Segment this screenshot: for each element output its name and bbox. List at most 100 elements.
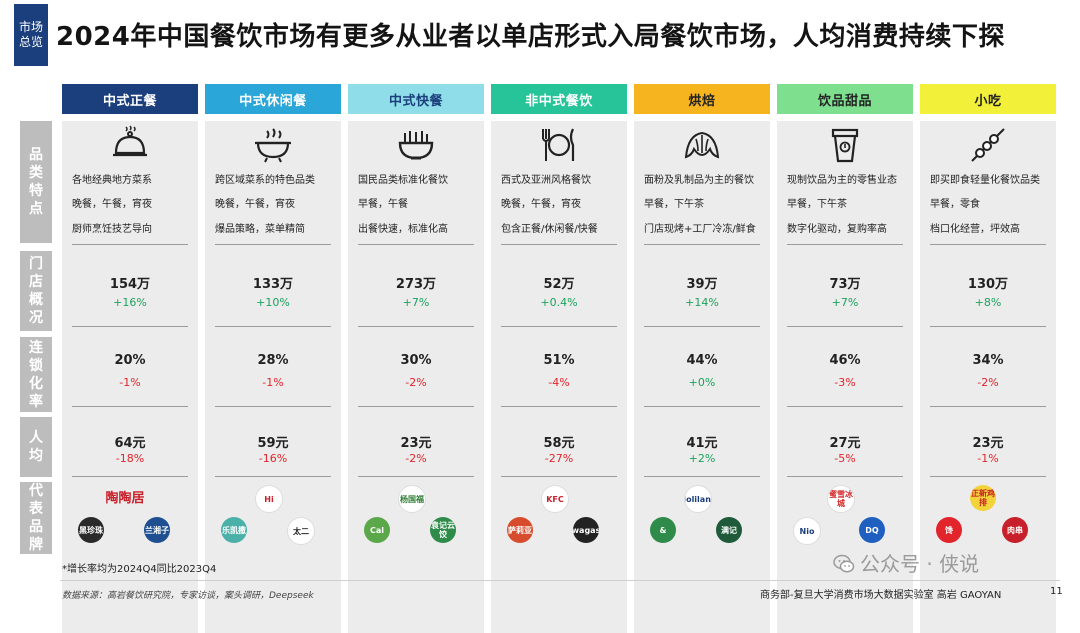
divider <box>644 476 760 477</box>
row-label-text: 品类特点 <box>29 147 43 217</box>
chain-rate: 28% <box>257 353 289 368</box>
hotpot-icon <box>253 125 293 165</box>
divider <box>787 406 903 407</box>
per-capita-change: -1% <box>977 452 999 465</box>
store-count-change: +14% <box>685 296 719 309</box>
row-label-stores: 门店概况 <box>20 251 52 331</box>
row-label-features: 品类特点 <box>20 121 52 243</box>
divider <box>72 326 188 327</box>
per-capita-spend: 27元 <box>829 436 861 451</box>
divider <box>215 476 331 477</box>
divider <box>72 244 188 245</box>
divider <box>930 476 1046 477</box>
feature-line: 档口化经营，坪效高 <box>930 224 1020 235</box>
store-count: 52万 <box>543 277 575 292</box>
feature-line: 早餐，下午茶 <box>644 199 704 210</box>
divider <box>930 406 1046 407</box>
brand-logo: KFC <box>541 485 569 513</box>
store-count: 73万 <box>829 277 861 292</box>
data-source: 数据来源：高岩餐饮研究院，专家访谈，案头调研，Deepseek <box>62 591 314 601</box>
row-label-text: 代表品牌 <box>29 483 43 553</box>
footnote: *增长率均为2024Q4同比2023Q4 <box>62 564 217 575</box>
brand-logo: 肉串 <box>1002 517 1028 543</box>
brand-logo: 正新鸡排 <box>970 485 996 511</box>
per-capita-spend: 58元 <box>543 436 575 451</box>
row-label-text: 人均 <box>29 430 43 464</box>
brand-logo: 太二 <box>287 517 315 545</box>
chain-rate: 46% <box>829 353 861 368</box>
feature-line: 晚餐，午餐，宵夜 <box>72 199 152 210</box>
store-count-change: +16% <box>113 296 147 309</box>
skewer-icon <box>968 125 1008 165</box>
per-capita-change: -2% <box>405 452 427 465</box>
divider <box>930 326 1046 327</box>
feature-line: 爆品策略，菜单精简 <box>215 224 305 235</box>
feature-line: 出餐快速，标准化高 <box>358 224 448 235</box>
brand-logo: 黑珍珠 <box>78 517 104 543</box>
chain-rate-change: -2% <box>977 376 999 389</box>
feature-line: 国民品类标准化餐饮 <box>358 175 448 186</box>
brand-logo: DQ <box>859 517 885 543</box>
divider <box>644 326 760 327</box>
feature-line: 包含正餐/休闲餐/快餐 <box>501 224 598 235</box>
divider <box>358 406 474 407</box>
row-label-chain-rate: 连锁化率 <box>20 337 52 412</box>
category-panel: 跨区域菜系的特色品类 晚餐，午餐，宵夜 爆品策略，菜单精简 133万 +10% 28% -1… <box>205 121 341 633</box>
store-count: 133万 <box>252 277 294 292</box>
category-name: 中式休闲餐 <box>239 93 307 109</box>
feature-line: 现制饮品为主的零售业态 <box>787 175 897 186</box>
cloche-icon <box>110 125 150 165</box>
feature-line: 数字化驱动，复购率高 <box>787 224 887 235</box>
category-header: 中式正餐 <box>62 84 198 114</box>
category-name: 饮品甜品 <box>817 93 872 109</box>
category-panel: 现制饮品为主的零售业态 早餐，下午茶 数字化驱动，复购率高 73万 +7% 46% -3% 2… <box>777 121 913 633</box>
brand-logo: Hi <box>255 485 283 513</box>
category-panel: 即买即食轻量化餐饮品类 早餐，零食 档口化经营，坪效高 130万 +8% 34% -2% 23… <box>920 121 1056 633</box>
brand-logo: Cal <box>364 517 390 543</box>
brand-logo: 蜜雪冰城 <box>827 485 855 513</box>
drink-cup-icon <box>825 125 865 165</box>
wechat-icon <box>833 554 855 573</box>
feature-line: 厨师烹饪技艺导向 <box>72 224 152 235</box>
brand-logo: 馋 <box>936 517 962 543</box>
store-count-change: +10% <box>256 296 290 309</box>
feature-line: 西式及亚洲风格餐饮 <box>501 175 591 186</box>
divider <box>644 244 760 245</box>
divider <box>930 244 1046 245</box>
divider <box>72 406 188 407</box>
category-name: 烘焙 <box>688 93 716 109</box>
category-panel: 各地经典地方菜系 晚餐，午餐，宵夜 厨师烹饪技艺导向 154万 +16% 20% -1% 64… <box>62 121 198 633</box>
chain-rate-change: -1% <box>262 376 284 389</box>
row-label-text: 门店概况 <box>29 256 43 326</box>
brand-logo: 满记 <box>716 517 742 543</box>
store-count-change: +0.4% <box>540 296 578 309</box>
chain-rate: 51% <box>543 353 575 368</box>
divider <box>358 326 474 327</box>
cutlery-icon <box>539 125 579 165</box>
divider <box>358 476 474 477</box>
divider <box>501 406 617 407</box>
page-number: 11 <box>1050 586 1063 597</box>
feature-line: 各地经典地方菜系 <box>72 175 152 186</box>
brand-logo: 袁记云饺 <box>430 517 456 543</box>
category-header: 非中式餐饮 <box>491 84 627 114</box>
category-header: 中式休闲餐 <box>205 84 341 114</box>
per-capita-spend: 59元 <box>257 436 289 451</box>
brand-logo: 陶陶居 <box>105 490 145 506</box>
feature-line: 门店现烤+工厂冷冻/鲜食 <box>644 224 756 235</box>
feature-line: 早餐，零食 <box>930 199 980 210</box>
per-capita-change: -16% <box>258 452 288 465</box>
brand-logo: Nio <box>793 517 821 545</box>
chain-rate: 30% <box>400 353 432 368</box>
chain-rate: 34% <box>972 353 1004 368</box>
footer-divider <box>60 580 1060 581</box>
page-title: 2024年中国餐饮市场有更多从业者以单店形式入局餐饮市场，人均消费持续下探 <box>56 22 1005 52</box>
chain-rate: 44% <box>686 353 718 368</box>
feature-line: 晚餐，午餐，宵夜 <box>501 199 581 210</box>
per-capita-change: -27% <box>544 452 574 465</box>
croissant-icon <box>682 125 722 165</box>
feature-line: 即买即食轻量化餐饮品类 <box>930 175 1040 186</box>
category-panel: 国民品类标准化餐饮 早餐，午餐 出餐快速，标准化高 273万 +7% 30% -2% 23元 -… <box>348 121 484 633</box>
feature-line: 面粉及乳制品为主的餐饮 <box>644 175 754 186</box>
footer-credit: 商务部-复旦大学消费市场大数据实验室 高岩 GAOYAN <box>760 590 1002 601</box>
